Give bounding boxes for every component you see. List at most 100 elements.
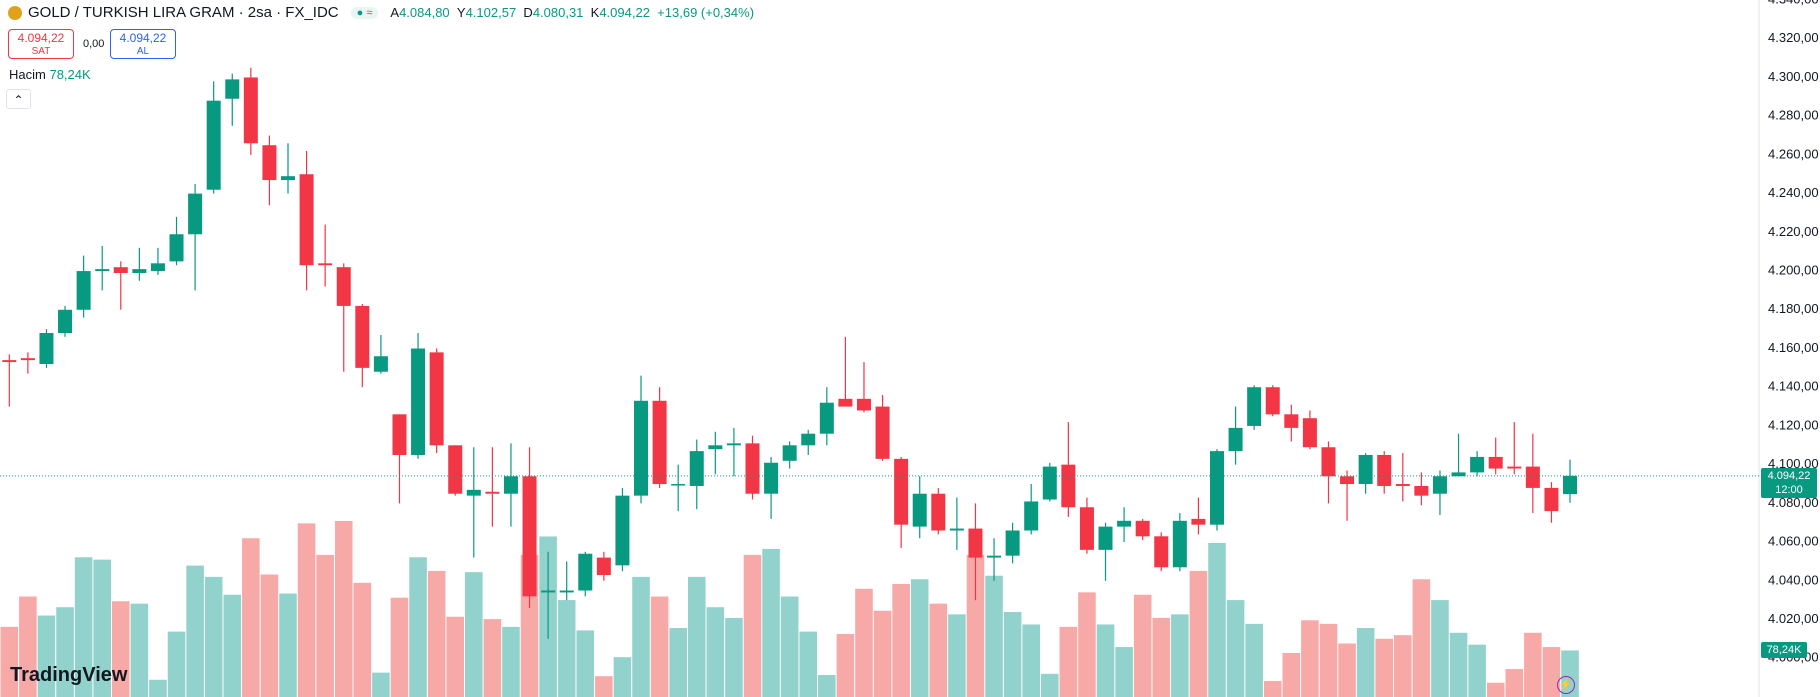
volume-name: Hacim xyxy=(9,67,46,82)
volume-bar xyxy=(465,572,483,697)
volume-bar xyxy=(334,521,353,697)
candle-body xyxy=(1488,456,1503,469)
buy-button[interactable]: 4.094,22 AL xyxy=(110,29,176,59)
volume-bar xyxy=(223,594,242,697)
logo: TradingView xyxy=(10,664,128,686)
candle-body xyxy=(1340,476,1355,485)
volume-bar xyxy=(427,570,446,697)
candle-body xyxy=(838,398,853,407)
sell-button[interactable]: 4.094,22 SAT xyxy=(8,29,74,59)
candle-body xyxy=(819,402,834,434)
candle-body xyxy=(206,100,221,190)
volume-bar xyxy=(966,554,985,697)
volume-bar xyxy=(1505,669,1524,697)
volume-bar xyxy=(111,601,130,697)
volume-bar xyxy=(1096,624,1115,697)
volume-bar xyxy=(409,557,427,697)
spread: 0,00 xyxy=(83,38,105,50)
candle-body xyxy=(764,462,779,494)
volume-bar xyxy=(1208,543,1226,697)
candle-body xyxy=(578,553,593,591)
candle-body xyxy=(76,271,91,310)
volume-bar xyxy=(279,593,297,697)
candle-body xyxy=(1525,466,1540,488)
candle-body xyxy=(949,528,964,531)
volume-bar xyxy=(818,675,836,697)
candle-body xyxy=(2,360,17,363)
volume-bar xyxy=(1431,600,1449,697)
candle-body xyxy=(782,445,797,461)
volume-bar xyxy=(706,607,725,697)
candle-body xyxy=(1228,427,1243,452)
volume-bar xyxy=(130,603,149,697)
volume-bar xyxy=(56,607,74,697)
candle-body xyxy=(503,476,518,494)
candle-body xyxy=(1172,520,1187,568)
candle-body xyxy=(1432,476,1447,494)
volume-bar xyxy=(1263,680,1282,697)
volume-bar xyxy=(1059,626,1078,697)
open-value: 4.084,80 xyxy=(399,5,450,20)
candle-body xyxy=(559,590,574,593)
volume-bar xyxy=(297,523,316,697)
low-label: D xyxy=(523,5,533,20)
y-tick-label: 4.040,00 xyxy=(1768,572,1819,587)
candle-body xyxy=(411,348,426,455)
volume-bar xyxy=(632,576,650,697)
status-pill[interactable]: ● ≈ xyxy=(350,6,379,19)
volume-bar xyxy=(929,603,948,697)
volume-bar xyxy=(37,615,56,697)
candle-body xyxy=(355,305,370,368)
candle-body xyxy=(466,489,481,496)
volume-bar xyxy=(613,657,632,697)
volume-bar xyxy=(483,619,502,697)
candle-body xyxy=(912,493,927,527)
volume-bar xyxy=(576,630,595,697)
volume-bar xyxy=(316,554,334,697)
volume-bar xyxy=(242,538,260,697)
candle-body xyxy=(1302,418,1317,448)
candle-body xyxy=(1005,530,1020,556)
price-tag: 4.094,22 12:00 xyxy=(1761,468,1817,498)
volume-bar xyxy=(1486,682,1505,697)
candle-body xyxy=(1117,520,1132,527)
volume-bar xyxy=(1226,600,1245,697)
collapse-button[interactable]: ⌃ xyxy=(6,89,31,109)
symbol[interactable]: GOLD / TURKISH LIRA GRAM · 2sa · FX_IDC xyxy=(28,4,339,21)
volume-bar xyxy=(780,596,799,697)
candle-body xyxy=(448,445,463,494)
y-tick-label: 4.340,00 xyxy=(1768,0,1819,6)
candle-body xyxy=(1451,472,1466,477)
volume-bar xyxy=(353,582,372,697)
volume-bar xyxy=(557,600,576,697)
y-tick-label: 4.080,00 xyxy=(1768,495,1819,510)
buy-label: AL xyxy=(136,46,150,57)
volume-tag: 78,24K xyxy=(1761,642,1807,658)
legend-header: GOLD / TURKISH LIRA GRAM · 2sa · FX_IDC … xyxy=(8,4,754,21)
candle-body xyxy=(1191,518,1206,525)
y-tick-label: 4.200,00 xyxy=(1768,262,1819,277)
buy-price: 4.094,22 xyxy=(119,31,167,45)
candle-body xyxy=(689,451,704,486)
symbol-icon xyxy=(8,5,22,20)
volume-bar xyxy=(799,631,818,697)
y-tick-label: 4.300,00 xyxy=(1768,69,1819,84)
volume-bar xyxy=(204,576,223,697)
volume-bar xyxy=(1394,635,1412,697)
volume-bar xyxy=(687,576,706,697)
sell-label: SAT xyxy=(31,46,51,57)
candle-body xyxy=(1321,447,1336,477)
candle-body xyxy=(281,176,295,181)
volume-bar xyxy=(1301,620,1319,697)
sell-price: 4.094,22 xyxy=(17,31,65,45)
volume-bar xyxy=(1375,638,1394,697)
y-tick-label: 4.260,00 xyxy=(1768,146,1819,161)
y-tick-label: 4.240,00 xyxy=(1768,185,1819,200)
candle-body xyxy=(262,145,277,181)
volume-bar xyxy=(743,554,762,697)
bolt-icon[interactable]: ⚡ xyxy=(1557,676,1575,694)
candle-body xyxy=(745,443,760,494)
candle-body xyxy=(801,433,816,446)
candle-body xyxy=(875,406,890,459)
